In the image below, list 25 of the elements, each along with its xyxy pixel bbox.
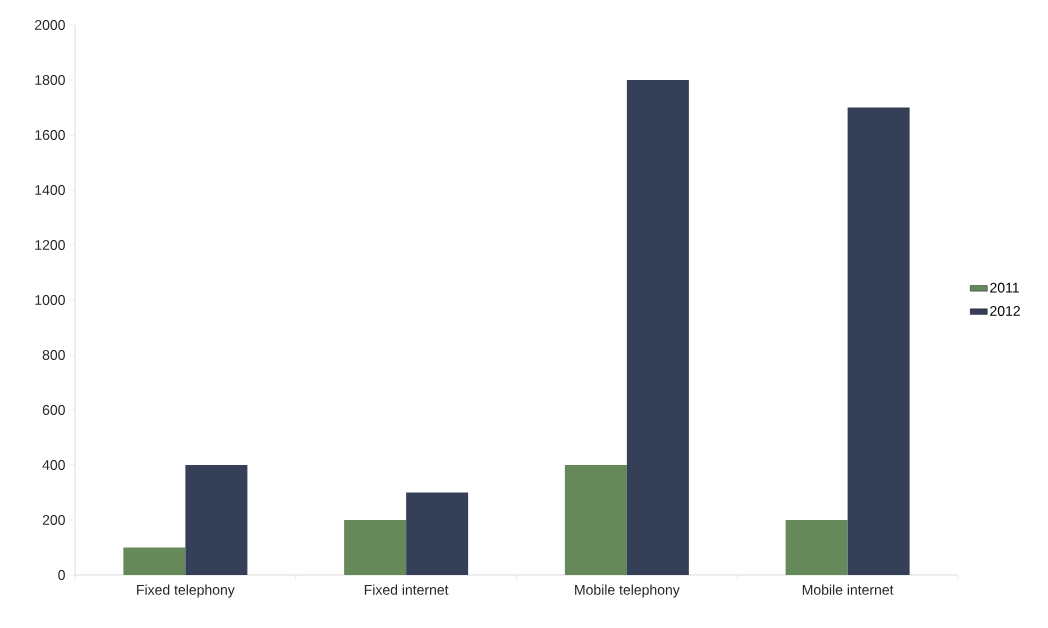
x-tick-label: Fixed internet (364, 584, 449, 595)
bar (785, 519, 848, 575)
x-tick-label: Mobile internet (802, 584, 894, 595)
y-tick-label: 200 (42, 515, 65, 525)
bar (344, 519, 407, 575)
x-tick-label: Mobile telephony (575, 584, 680, 598)
y-tick-label: 1600 (35, 130, 65, 140)
y-tick-label: 0 (58, 570, 65, 580)
y-tick-label: 1000 (35, 295, 65, 305)
x-tick-label: Fixed telephony (137, 584, 235, 598)
y-tick-label: 1400 (35, 185, 65, 195)
bar (406, 492, 469, 575)
bar (626, 79, 689, 575)
y-tick-label: 800 (42, 350, 65, 360)
y-tick-label: 1200 (35, 240, 65, 250)
bar (123, 547, 186, 575)
bar (185, 464, 248, 575)
legend-label: 2012 (990, 305, 1020, 316)
bar (564, 464, 627, 575)
bar (847, 107, 910, 575)
y-tick-label: 400 (42, 460, 65, 470)
y-tick-label: 1800 (35, 75, 65, 85)
y-tick-label: 600 (42, 405, 65, 415)
y-tick-label: 2000 (35, 20, 65, 30)
legend-label: 2011 (990, 282, 1019, 293)
